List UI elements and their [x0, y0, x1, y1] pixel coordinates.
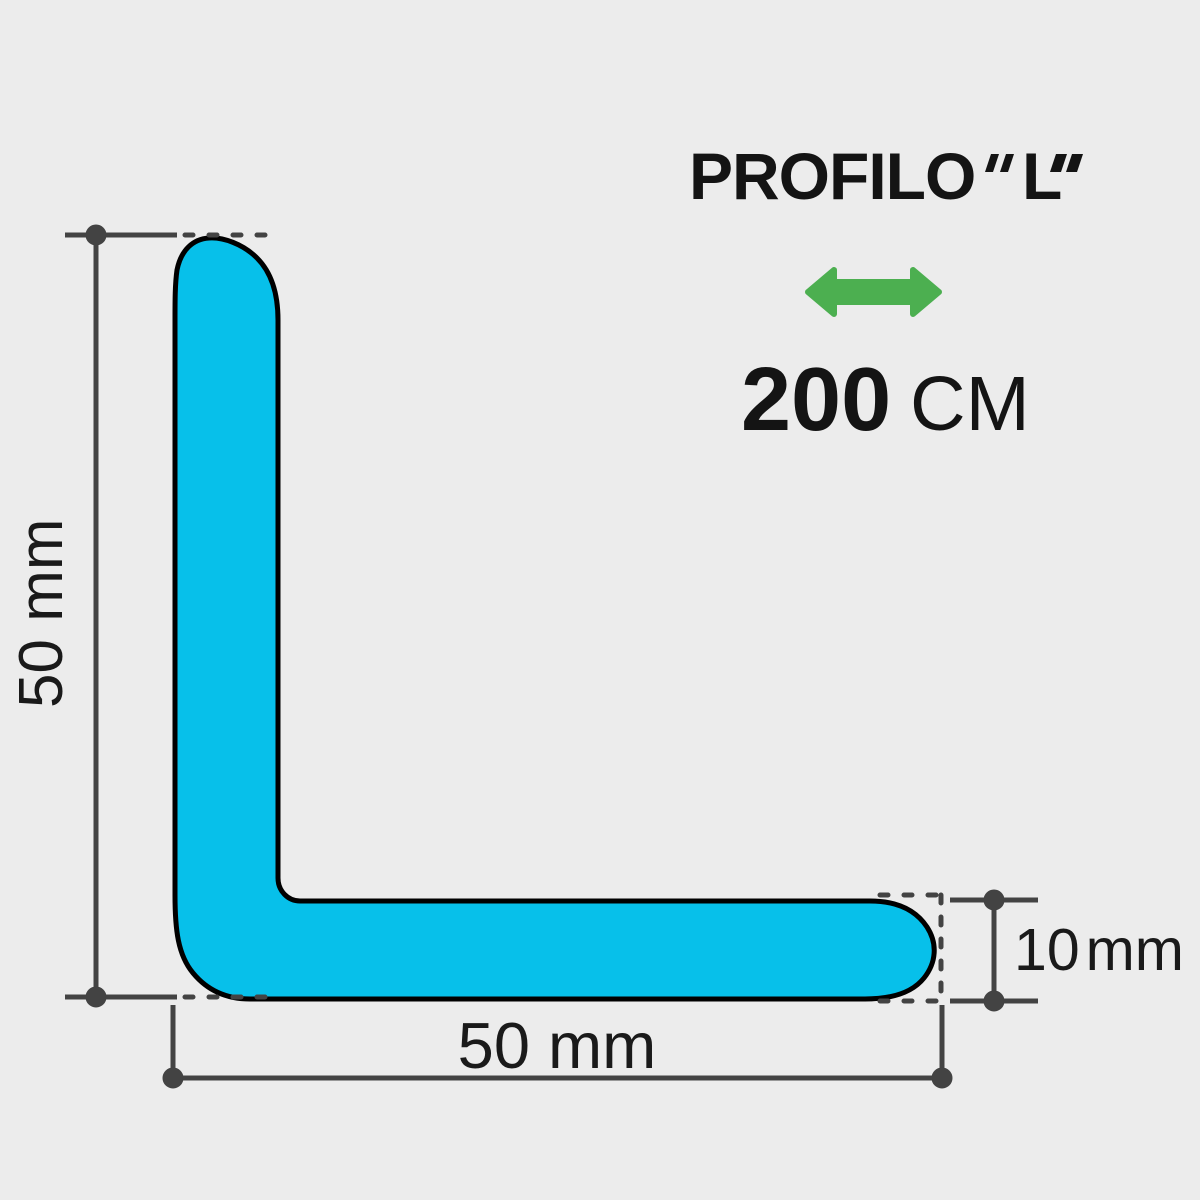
svg-text:PROFILO: PROFILO: [689, 139, 975, 213]
svg-text:L: L: [1022, 139, 1062, 213]
svg-text:50 mm: 50 mm: [458, 1009, 657, 1082]
svg-text:50 mm: 50 mm: [7, 519, 76, 708]
svg-text:200: 200: [741, 350, 891, 450]
svg-text:CM: CM: [910, 361, 1030, 447]
